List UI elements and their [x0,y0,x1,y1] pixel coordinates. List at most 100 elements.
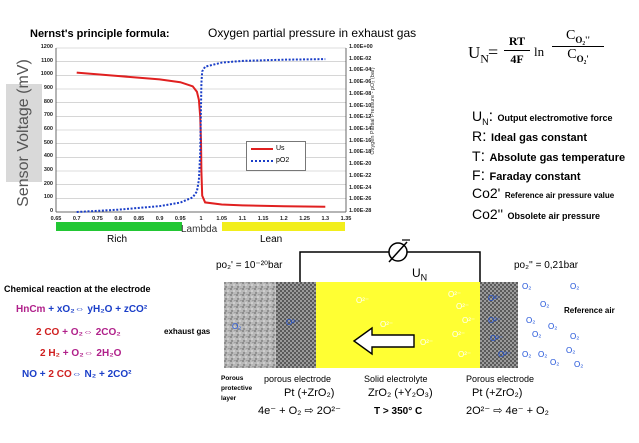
y2-tick-label: 1.00E-02 [349,55,372,62]
rich-label: Rich [107,234,128,245]
chart-series [76,58,326,213]
y2-axis-label: Oxygen Partial Pressure - pO₂ (bar) [370,67,376,155]
chart-legend: Us pO2 [246,141,306,171]
ion-flow-arrow [352,326,415,356]
chemistry-title: Chemical reaction at the electrode [4,284,151,294]
o2-reference: O₂ [574,360,584,369]
o2-reference: O₂ [540,300,550,309]
lean-bar [222,222,345,231]
y-tick-label: 300 [43,167,53,173]
x-tick-label: 1.3 [321,216,330,222]
y-tick-label: 1100 [41,57,53,64]
x-tick-label: 0.95 [174,216,186,222]
y-tick-label: 700 [43,112,53,119]
legend-label-po2: pO2 [276,157,290,164]
solid-electrolyte-label: Solid electrolyte [364,374,428,384]
x-tick-label: 0.7 [72,216,81,222]
y2-tick-label: 1.00E-28 [349,208,372,214]
o2-ion-right-electrode: O²⁻ [498,350,512,359]
y-tick-label: 900 [43,85,53,91]
temperature-label: T > 350° C [374,406,423,417]
o2-reference: O₂ [548,322,558,331]
legend-item-po2: pO2 [251,157,289,164]
formula-un: UN [468,43,489,66]
o2-ion-electrolyte: O²⁻ [462,316,476,325]
y-tick-label: 0 [49,208,53,214]
porous-electrode-left [276,282,316,368]
x-tick-label: 0.85 [133,216,145,222]
y-axis-label-box: Sensor Voltage (mV) [6,59,42,207]
solid-electrolyte [316,282,480,368]
y2-tick-label: 1.00E-16 [349,137,372,144]
lean-label: Lean [260,234,283,245]
o2-ion-electrolyte: O²⁻ [420,338,434,347]
x-tick-label: 1.35 [340,216,352,222]
o2-reference: O₂ [570,332,580,341]
x-tick-label: 1.05 [216,216,228,222]
definition-r: R: Ideal gas constant [472,128,588,145]
chart-title: Nernst's principle formula: [30,28,170,40]
o2-reference: O₂ [550,358,560,367]
o2-ion-right-electrode: O²⁻ [490,334,504,343]
un-label: UN [412,266,428,283]
o2-reference: O₂ [526,316,536,325]
pressure-left: po₂' = 10⁻²⁰bar [216,260,283,271]
porous-electrode-right [480,282,518,368]
porous-layer-label: Porous protective layer [221,375,253,402]
y-tick-label: 600 [43,126,53,132]
o2-ion-electrolyte: O²⁻ [448,290,462,299]
y2-tick-label: 1.00E+00 [349,44,373,50]
reaction-left-label: 4e⁻ + O₂ ⇨ 2O²⁻ [258,405,341,417]
y-tick-label: 400 [43,153,53,160]
y2-tick-label: 1.00E-18 [349,149,372,156]
y2-tick-label: 1.00E-26 [349,196,372,203]
o2-ion-right-electrode: O²⁻ [488,316,502,325]
definition-co2-reference: Co2' Reference air pressure value [472,185,615,201]
o2-reference: O₂ [566,346,576,355]
x-tick-label: 0.9 [155,216,164,222]
exhaust-gas-label: exhaust gas [164,327,211,336]
chart-axes [55,48,347,213]
y-tick-label: 100 [43,194,53,201]
o2-ion-left-electrode: O²⁻ [286,318,300,327]
legend-label-us: Us [276,145,285,152]
x-tick-label: 1.2 [280,216,288,222]
o2-exhaust: O₂ [232,322,242,331]
lambda-label: Lambda [181,224,218,235]
y-tick-label: 1000 [40,71,53,78]
x-tick-label: 1.15 [257,216,269,222]
y2-tick-label: 1.00E-24 [349,184,372,191]
pressure-right: po₂'' = 0,21bar [514,260,579,271]
pt-left-label: Pt (+ZrO₂) [284,387,335,399]
porous-protective-layer [224,282,276,368]
reaction-co: 2 CO + O₂⇔ 2CO₂ [36,327,121,338]
reference-air-label: Reference air [564,306,615,315]
zro2-label: ZrO₂ (+Y₂O₃) [368,387,433,399]
o2-ion-right-electrode: O²⁻ [488,294,502,303]
y2-tick-label: 1.00E-06 [349,79,372,86]
o2-ion-electrolyte: O²⁻ [456,302,470,311]
y2-tick-label: 1.00E-22 [349,172,372,179]
o2-ion-electrolyte: O²⁻ [356,296,370,305]
definition-f: F: Faraday constant [472,167,581,184]
reaction-no: NO + 2 CO⇔ N₂ + 2CO² [22,369,132,380]
reaction-h2: 2 H₂ + O₂⇔ 2H₂O [40,348,122,359]
porous-electrode-right-label: Porous electrode [466,374,535,384]
porous-electrode-left-label: porous electrode [264,374,332,384]
o2-reference: O₂ [532,330,542,339]
nernst-chart [55,47,347,213]
reaction-right-label: 2O²⁻ ⇨ 4e⁻ + O₂ [466,405,549,417]
x-tick-label: 0.75 [92,216,103,222]
legend-item-us: Us [251,145,285,152]
formula-fraction: RT 4F [504,34,530,67]
y2-tick-label: 1.00E-14 [349,126,372,132]
circuit-wire [299,239,481,282]
formula-ln: ln [534,44,545,59]
definition-t: T: Absolute gas temperature [472,148,626,165]
y-tick-label: 1200 [40,44,53,50]
x-tick-label: 0.65 [50,216,62,222]
top-axis-label: Oxygen partial pressure in exhaust gas [208,26,417,40]
x-tick-label: 1.25 [299,216,310,222]
rich-bar [56,222,182,231]
o2-ion-electrolyte: O²⁻ [458,350,472,359]
